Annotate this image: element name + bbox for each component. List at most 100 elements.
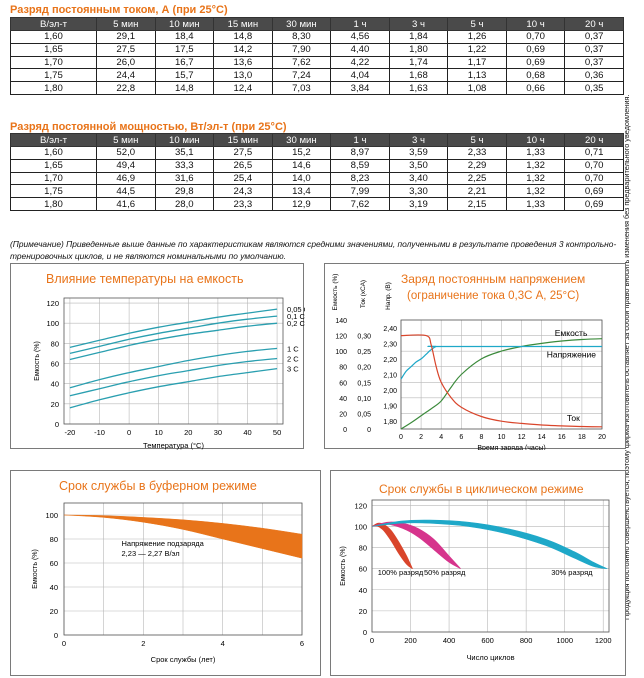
table-cell: 1,60 bbox=[10, 30, 97, 44]
table-cell: 1,32 bbox=[505, 158, 566, 173]
table-cell: 1,26 bbox=[447, 30, 507, 44]
voltage-tick-label: 1,90 bbox=[383, 404, 397, 411]
table-cell: 35,1 bbox=[154, 146, 215, 160]
series-label: 0,2 С bbox=[287, 319, 305, 328]
table-cell: 1,80 bbox=[10, 81, 97, 95]
table-cell: 14,8 bbox=[154, 81, 215, 95]
table-cell: 2,25 bbox=[447, 171, 507, 186]
table-cell: 14,2 bbox=[213, 42, 273, 57]
column-header: 10 ч bbox=[505, 133, 566, 147]
table-cell: 29,8 bbox=[154, 184, 215, 199]
column-header: 10 ч bbox=[505, 17, 566, 31]
x-tick-label: 1000 bbox=[556, 636, 573, 645]
table-cell: 0,70 bbox=[505, 30, 566, 44]
table-cell: 1,65 bbox=[10, 42, 97, 57]
table-cell: 26,5 bbox=[213, 158, 273, 173]
chart-title: Влияние температуры на емкость bbox=[46, 272, 243, 286]
table-cell: 8,97 bbox=[330, 146, 390, 160]
annotation-line: 2,23 — 2,27 В/эл bbox=[122, 549, 180, 558]
capacity-tick-label: 100 bbox=[335, 349, 347, 356]
y-tick-label: 80 bbox=[359, 544, 367, 553]
table-cell: 13,0 bbox=[213, 68, 273, 83]
table-cell: 1,70 bbox=[10, 171, 97, 186]
table-cell: 52,0 bbox=[96, 146, 156, 160]
table-cell: 0,69 bbox=[564, 197, 624, 211]
table-cell: 12,9 bbox=[271, 197, 332, 211]
y-tick-label: 120 bbox=[46, 299, 59, 308]
table-cell: 29,1 bbox=[96, 30, 156, 44]
table-cell: 27,5 bbox=[96, 42, 156, 57]
voltage-tick-label: 2,30 bbox=[383, 341, 397, 348]
column-header: 5 мин bbox=[96, 17, 156, 31]
x-tick-label: 18 bbox=[578, 434, 586, 441]
capacity-tick-label: 20 bbox=[339, 411, 347, 418]
table-cell: 1,08 bbox=[447, 81, 507, 95]
series-line bbox=[69, 347, 278, 389]
column-header: 5 ч bbox=[447, 133, 507, 147]
y-tick-label: 60 bbox=[51, 360, 59, 369]
x-tick-label: 12 bbox=[518, 434, 526, 441]
chart-title: Срок службы в циклическом режиме bbox=[379, 482, 584, 496]
table-cell: 1,17 bbox=[447, 55, 507, 70]
table-cell: 44,5 bbox=[96, 184, 156, 199]
table-cell: 1,74 bbox=[388, 55, 449, 70]
capacity-tick-label: 140 bbox=[335, 318, 347, 325]
plot-frame bbox=[63, 297, 284, 425]
table-row: 1,80 22,8 14,8 12,4 7,03 3,84 1,63 1,08 0,66 0,35 bbox=[10, 81, 624, 95]
current-tick-label: 0,10 bbox=[357, 396, 371, 403]
x-axis-label: Время заряда (часы) bbox=[477, 445, 545, 450]
voltage-tick-label: 1,80 bbox=[383, 419, 397, 426]
table-cell: 4,22 bbox=[330, 55, 390, 70]
y-tick-label: 20 bbox=[50, 607, 58, 616]
y-tick-label: 20 bbox=[359, 607, 367, 616]
table-cell: 17,5 bbox=[154, 42, 215, 57]
x-tick-label: 2 bbox=[141, 639, 145, 648]
table-cell: 14,8 bbox=[213, 30, 273, 44]
table-cell: 46,9 bbox=[96, 171, 156, 186]
table-row: 1,75 24,4 15,7 13,0 7,24 4,04 1,68 1,13 0,68 0,36 bbox=[10, 68, 624, 83]
y-tick-label: 60 bbox=[50, 559, 58, 568]
table-cell: 4,56 bbox=[330, 30, 390, 44]
life-band bbox=[371, 519, 608, 569]
table-cell: 1,32 bbox=[505, 184, 566, 199]
table-row: 1,80 41,6 28,0 23,3 12,9 7,62 3,19 2,15 1,33 0,69 bbox=[10, 197, 624, 211]
x-axis-label: Температура (°С) bbox=[143, 441, 204, 450]
table-cell: 27,5 bbox=[213, 146, 273, 160]
x-tick-label: 2 bbox=[419, 434, 423, 441]
series-line bbox=[69, 322, 278, 361]
x-tick-label: 6 bbox=[459, 434, 463, 441]
y-tick-label: 100 bbox=[45, 511, 58, 520]
table-cell: 0,66 bbox=[505, 81, 566, 95]
series-line bbox=[69, 367, 278, 409]
life-band bbox=[63, 514, 303, 559]
table-cell: 0,69 bbox=[505, 55, 566, 70]
cycle-service-life-chart: Срок службы в циклическом режиме 0 20 40 60 8… bbox=[340, 482, 612, 662]
annotation-line: Напряжение подзаряда bbox=[122, 539, 205, 548]
cycle-life-chart-panel: Срок службы в циклическом режиме 0 20 40 60 8… bbox=[330, 470, 626, 676]
y-tick-label: 20 bbox=[51, 400, 59, 409]
x-tick-label: -10 bbox=[94, 428, 105, 437]
table-cell: 12,4 bbox=[213, 81, 273, 95]
series-label: 0,1 С bbox=[287, 312, 305, 321]
y-tick-label: 40 bbox=[50, 583, 58, 592]
table-cell: 7,99 bbox=[330, 184, 390, 199]
table-cell: 8,30 bbox=[271, 30, 332, 44]
y-tick-label: 60 bbox=[359, 565, 367, 574]
table-cell: 2,29 bbox=[447, 158, 507, 173]
column-header: 30 мин bbox=[271, 133, 332, 147]
x-tick-label: 20 bbox=[184, 428, 192, 437]
y-tick-label: 0 bbox=[55, 420, 59, 429]
table-cell: 7,24 bbox=[271, 68, 332, 83]
chart-title: Заряд постоянным напряжением bbox=[401, 272, 585, 286]
table-cell: 3,19 bbox=[388, 197, 449, 211]
table-cell: 1,63 bbox=[388, 81, 449, 95]
table-cell: 3,30 bbox=[388, 184, 449, 199]
series-label: 1 С bbox=[287, 344, 299, 353]
band-label: 50% разряд bbox=[424, 568, 466, 577]
x-tick-label: 30 bbox=[214, 428, 222, 437]
constant-voltage-charge-chart: Заряд постоянным напряжением (ограничение… bbox=[332, 272, 606, 450]
charge-chart-panel: Заряд постоянным напряжением (ограничение… bbox=[324, 263, 626, 450]
column-header: 10 мин bbox=[154, 133, 215, 147]
column-header: В/эл-т bbox=[10, 17, 97, 31]
